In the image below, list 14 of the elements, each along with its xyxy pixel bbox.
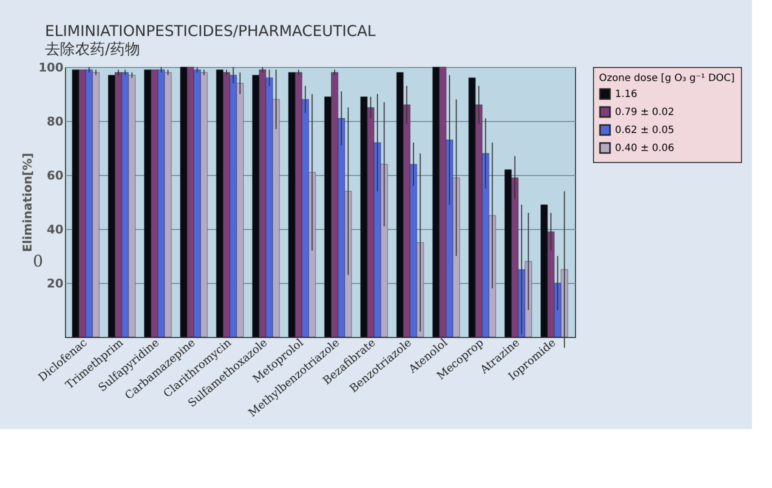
y-tick-label: 80 — [46, 114, 64, 128]
chart-subtitle: 去除农药/药物 — [45, 40, 140, 58]
y-tick-label: 100 — [38, 60, 64, 74]
y-tick-label: 40 — [46, 222, 64, 236]
text: 0 — [32, 251, 43, 270]
legend-label: 0.79 ± 0.02 — [615, 107, 674, 118]
y-tick-label: 60 — [46, 168, 64, 182]
legend-label: 0.40 ± 0.06 — [615, 143, 674, 154]
y-axis-title: Elimination[%] — [20, 152, 34, 252]
legend-label: 1.16 — [615, 89, 638, 100]
legend-label: 0.62 ± 0.05 — [615, 125, 674, 136]
chart-title: ELIMINIATIONPESTICIDES/PHARMACEUTICAL — [45, 22, 376, 40]
y-tick-label: 20 — [46, 276, 64, 290]
legend-title: Ozone dose [g O₃ g⁻¹ DOC] — [599, 73, 735, 84]
